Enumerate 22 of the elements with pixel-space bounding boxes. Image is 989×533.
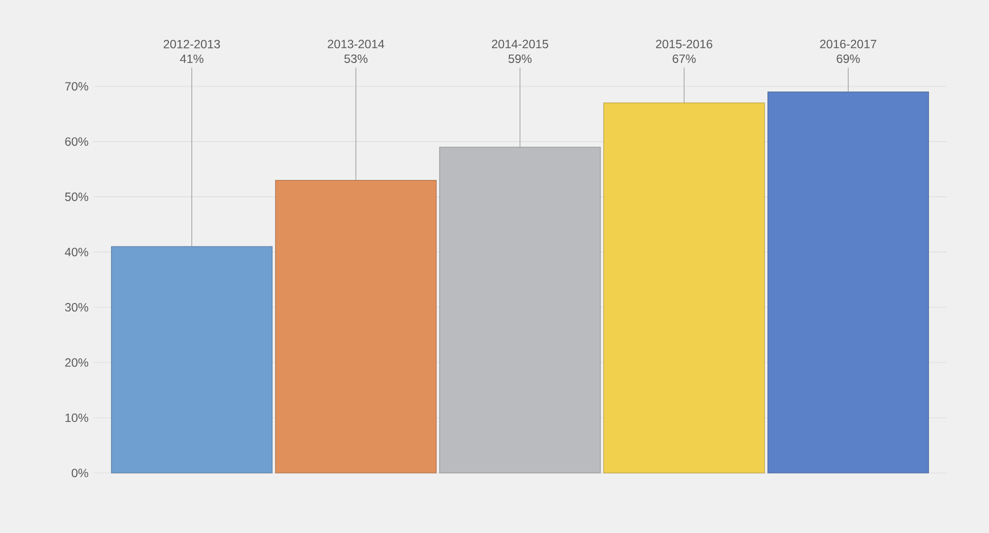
x-tick-label: 2013-2014 xyxy=(328,40,384,48)
data-label: 53% xyxy=(344,54,368,63)
x-tick-label: 2014-2015 xyxy=(492,40,548,48)
bar xyxy=(603,102,765,474)
data-label: 69% xyxy=(836,54,860,63)
y-tick-label: 10% xyxy=(66,414,88,422)
x-tick-label: 2015-2016 xyxy=(656,40,712,48)
y-tick-label: 40% xyxy=(64,248,88,256)
y-tick-label: 0% xyxy=(72,468,88,478)
data-label: 41% xyxy=(180,54,204,63)
data-label: 67% xyxy=(672,54,696,63)
x-tick-label: 2012-2013 xyxy=(164,40,220,48)
y-tick-label: 30% xyxy=(65,303,88,312)
x-tick-label: 2016-2017 xyxy=(820,40,876,48)
y-tick-label: 60% xyxy=(65,137,88,146)
y-tick-label: 50% xyxy=(65,192,88,202)
bar xyxy=(111,246,272,474)
y-tick-label: 70% xyxy=(65,82,88,91)
data-label: 59% xyxy=(508,54,532,63)
bar xyxy=(275,180,437,474)
bar xyxy=(768,92,929,474)
y-tick-label: 20% xyxy=(65,358,88,367)
